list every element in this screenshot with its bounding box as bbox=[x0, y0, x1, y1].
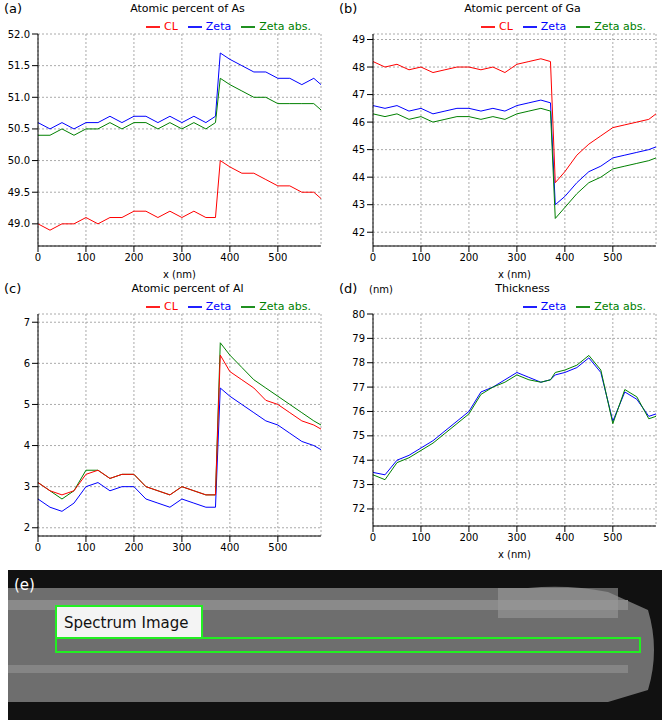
svg-text:52.0: 52.0 bbox=[8, 29, 30, 40]
svg-text:200: 200 bbox=[124, 252, 143, 263]
html-text:Atomic percent of Ga: Atomic percent of Ga bbox=[464, 2, 581, 15]
html-text:CL: CL bbox=[164, 300, 178, 313]
svg-text:300: 300 bbox=[507, 532, 526, 543]
svg-text:77: 77 bbox=[352, 382, 365, 393]
html-text:(a): (a) bbox=[4, 1, 23, 16]
svg-text:100: 100 bbox=[76, 542, 95, 553]
html-text:Zeta abs.: Zeta abs. bbox=[259, 20, 311, 33]
svg-text:45: 45 bbox=[352, 144, 365, 155]
svg-text:500: 500 bbox=[603, 532, 622, 543]
svg-text:44: 44 bbox=[352, 172, 365, 183]
svg-text:x (nm): x (nm) bbox=[163, 269, 196, 280]
svg-text:100: 100 bbox=[76, 252, 95, 263]
svg-text:100: 100 bbox=[411, 532, 430, 543]
svg-text:400: 400 bbox=[220, 542, 239, 553]
svg-text:49.0: 49.0 bbox=[8, 218, 30, 229]
html-text:CL: CL bbox=[164, 20, 178, 33]
svg-text:78: 78 bbox=[352, 357, 365, 368]
html-text:Zeta: Zeta bbox=[540, 300, 567, 313]
svg-text:300: 300 bbox=[172, 542, 191, 553]
svg-text:79: 79 bbox=[352, 333, 365, 344]
svg-text:0: 0 bbox=[370, 252, 376, 263]
svg-text:42: 42 bbox=[352, 227, 365, 238]
svg-text:400: 400 bbox=[220, 252, 239, 263]
html-text:Thickness: Thickness bbox=[495, 282, 550, 295]
html-text:Zeta abs.: Zeta abs. bbox=[594, 20, 646, 33]
svg-text:200: 200 bbox=[124, 542, 143, 553]
svg-text:x (nm): x (nm) bbox=[498, 549, 531, 560]
html-text:CL: CL bbox=[499, 20, 513, 33]
svg-text:(e): (e) bbox=[14, 576, 35, 594]
html-text:Atomic percent of As: Atomic percent of As bbox=[130, 2, 245, 15]
svg-text:300: 300 bbox=[172, 252, 191, 263]
html-text:Zeta abs.: Zeta abs. bbox=[594, 300, 646, 313]
svg-text:6: 6 bbox=[24, 358, 30, 369]
svg-text:50.5: 50.5 bbox=[8, 123, 30, 134]
svg-text:46: 46 bbox=[352, 117, 365, 128]
svg-text:400: 400 bbox=[555, 252, 574, 263]
svg-text:74: 74 bbox=[352, 455, 365, 466]
svg-text:x (nm): x (nm) bbox=[498, 269, 531, 280]
svg-text:76: 76 bbox=[352, 406, 365, 417]
svg-text:0: 0 bbox=[370, 532, 376, 543]
html-text:Atomic percent of Al: Atomic percent of Al bbox=[131, 282, 244, 295]
html-text:(d): (d) bbox=[339, 281, 358, 296]
svg-text:100: 100 bbox=[411, 252, 430, 263]
svg-text:43: 43 bbox=[352, 199, 365, 210]
svg-text:500: 500 bbox=[268, 542, 287, 553]
html-text:Zeta: Zeta bbox=[540, 20, 567, 33]
svg-text:51.0: 51.0 bbox=[8, 92, 30, 103]
svg-text:48: 48 bbox=[352, 62, 365, 73]
svg-text:7: 7 bbox=[24, 317, 30, 328]
html-text:Zeta: Zeta bbox=[205, 300, 232, 313]
svg-text:200: 200 bbox=[459, 532, 478, 543]
svg-text:0: 0 bbox=[35, 252, 41, 263]
svg-text:72: 72 bbox=[352, 503, 365, 514]
svg-text:400: 400 bbox=[555, 532, 574, 543]
svg-text:500: 500 bbox=[603, 252, 622, 263]
svg-text:47: 47 bbox=[352, 89, 365, 100]
svg-text:50.0: 50.0 bbox=[8, 155, 30, 166]
svg-text:200: 200 bbox=[459, 252, 478, 263]
html-text:(nm): (nm) bbox=[369, 284, 393, 295]
svg-text:51.5: 51.5 bbox=[8, 60, 30, 71]
html-text:(b): (b) bbox=[339, 1, 358, 16]
svg-text:2: 2 bbox=[24, 522, 30, 533]
svg-text:75: 75 bbox=[352, 430, 365, 441]
svg-text:49: 49 bbox=[352, 34, 365, 45]
svg-text:73: 73 bbox=[352, 479, 365, 490]
svg-text:49.5: 49.5 bbox=[8, 187, 30, 198]
svg-text:Spectrum Image: Spectrum Image bbox=[64, 614, 188, 632]
svg-text:500: 500 bbox=[268, 252, 287, 263]
svg-text:5: 5 bbox=[24, 399, 30, 410]
svg-text:3: 3 bbox=[24, 481, 30, 492]
svg-text:300: 300 bbox=[507, 252, 526, 263]
html-text:Zeta: Zeta bbox=[205, 20, 232, 33]
svg-text:0: 0 bbox=[35, 542, 41, 553]
html-text:Zeta abs.: Zeta abs. bbox=[259, 300, 311, 313]
svg-text:80: 80 bbox=[352, 309, 365, 320]
svg-text:4: 4 bbox=[24, 440, 30, 451]
html-text:(c): (c) bbox=[4, 281, 22, 296]
